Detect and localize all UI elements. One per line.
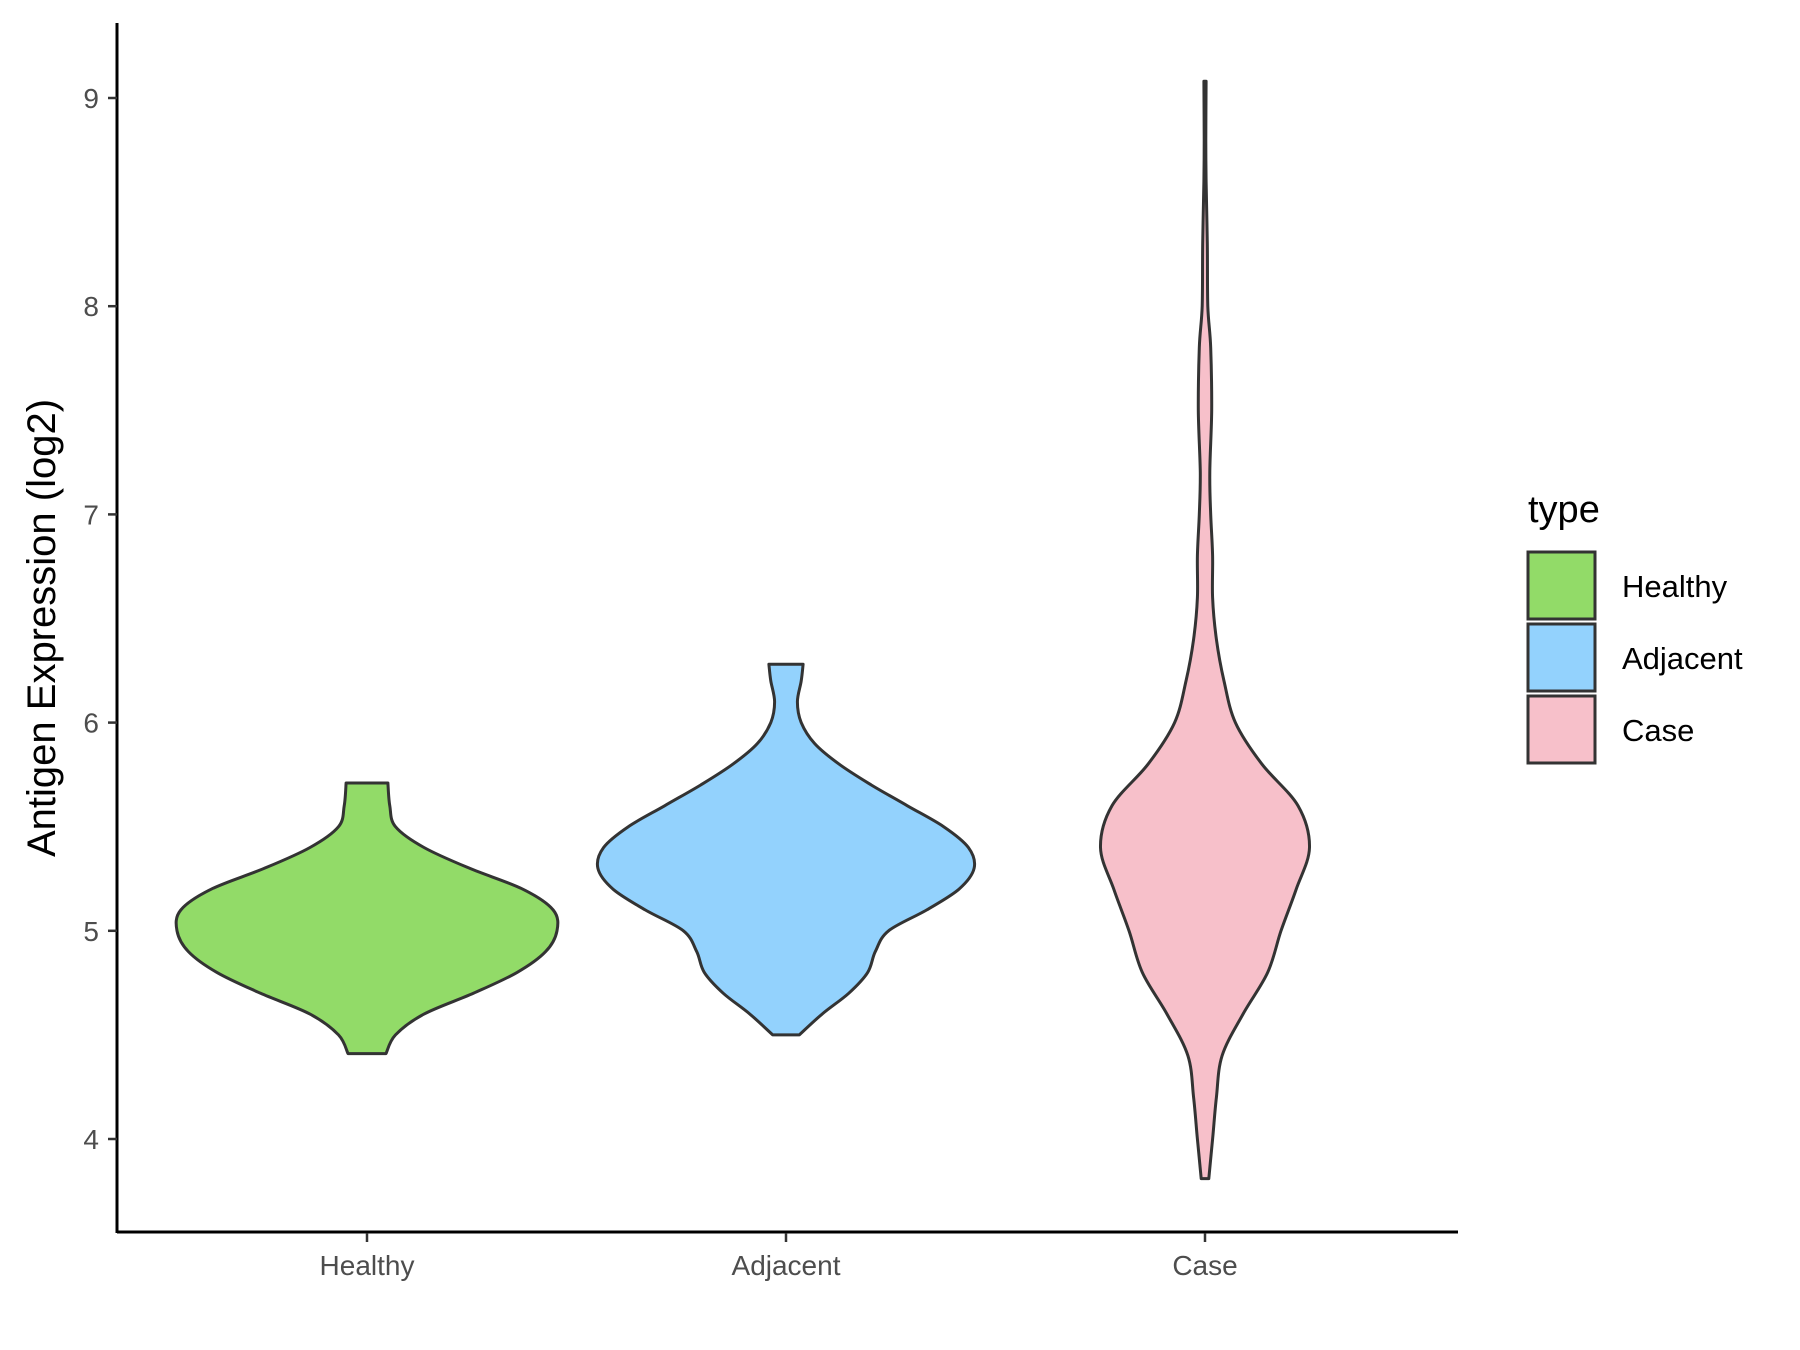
- legend-key-case: [1526, 694, 1597, 765]
- legend-label-adjacent: Adjacent: [1622, 641, 1743, 676]
- legend-label-healthy: Healthy: [1622, 569, 1728, 604]
- legend-key-healthy: [1526, 550, 1597, 621]
- x-tick-label-case: Case: [1172, 1250, 1237, 1281]
- y-tick-label-4: 4: [83, 1124, 99, 1155]
- violin-case: [1098, 79, 1312, 1181]
- x-tick-label-healthy: Healthy: [320, 1250, 415, 1281]
- y-tick-label-6: 6: [83, 708, 99, 739]
- legend-label-case: Case: [1622, 713, 1694, 748]
- y-tick-label-7: 7: [83, 499, 99, 530]
- y-tick-label-5: 5: [83, 916, 99, 947]
- legend: type Healthy Adjacent Case: [1526, 489, 1743, 765]
- y-axis-title: Antigen Expression (log2): [20, 399, 64, 857]
- y-tick-label-8: 8: [83, 291, 99, 322]
- legend-key-adjacent: [1526, 622, 1597, 693]
- violin-adjacent: [595, 662, 977, 1037]
- violin-healthy: [174, 781, 560, 1056]
- axes: Antigen Expression (log2) 4 5 6 7 8 9 Healthy A…: [20, 23, 1458, 1281]
- plot-area: [174, 79, 1312, 1181]
- y-tick-label-9: 9: [83, 83, 99, 114]
- x-tick-label-adjacent: Adjacent: [732, 1250, 841, 1281]
- legend-title: type: [1528, 489, 1600, 531]
